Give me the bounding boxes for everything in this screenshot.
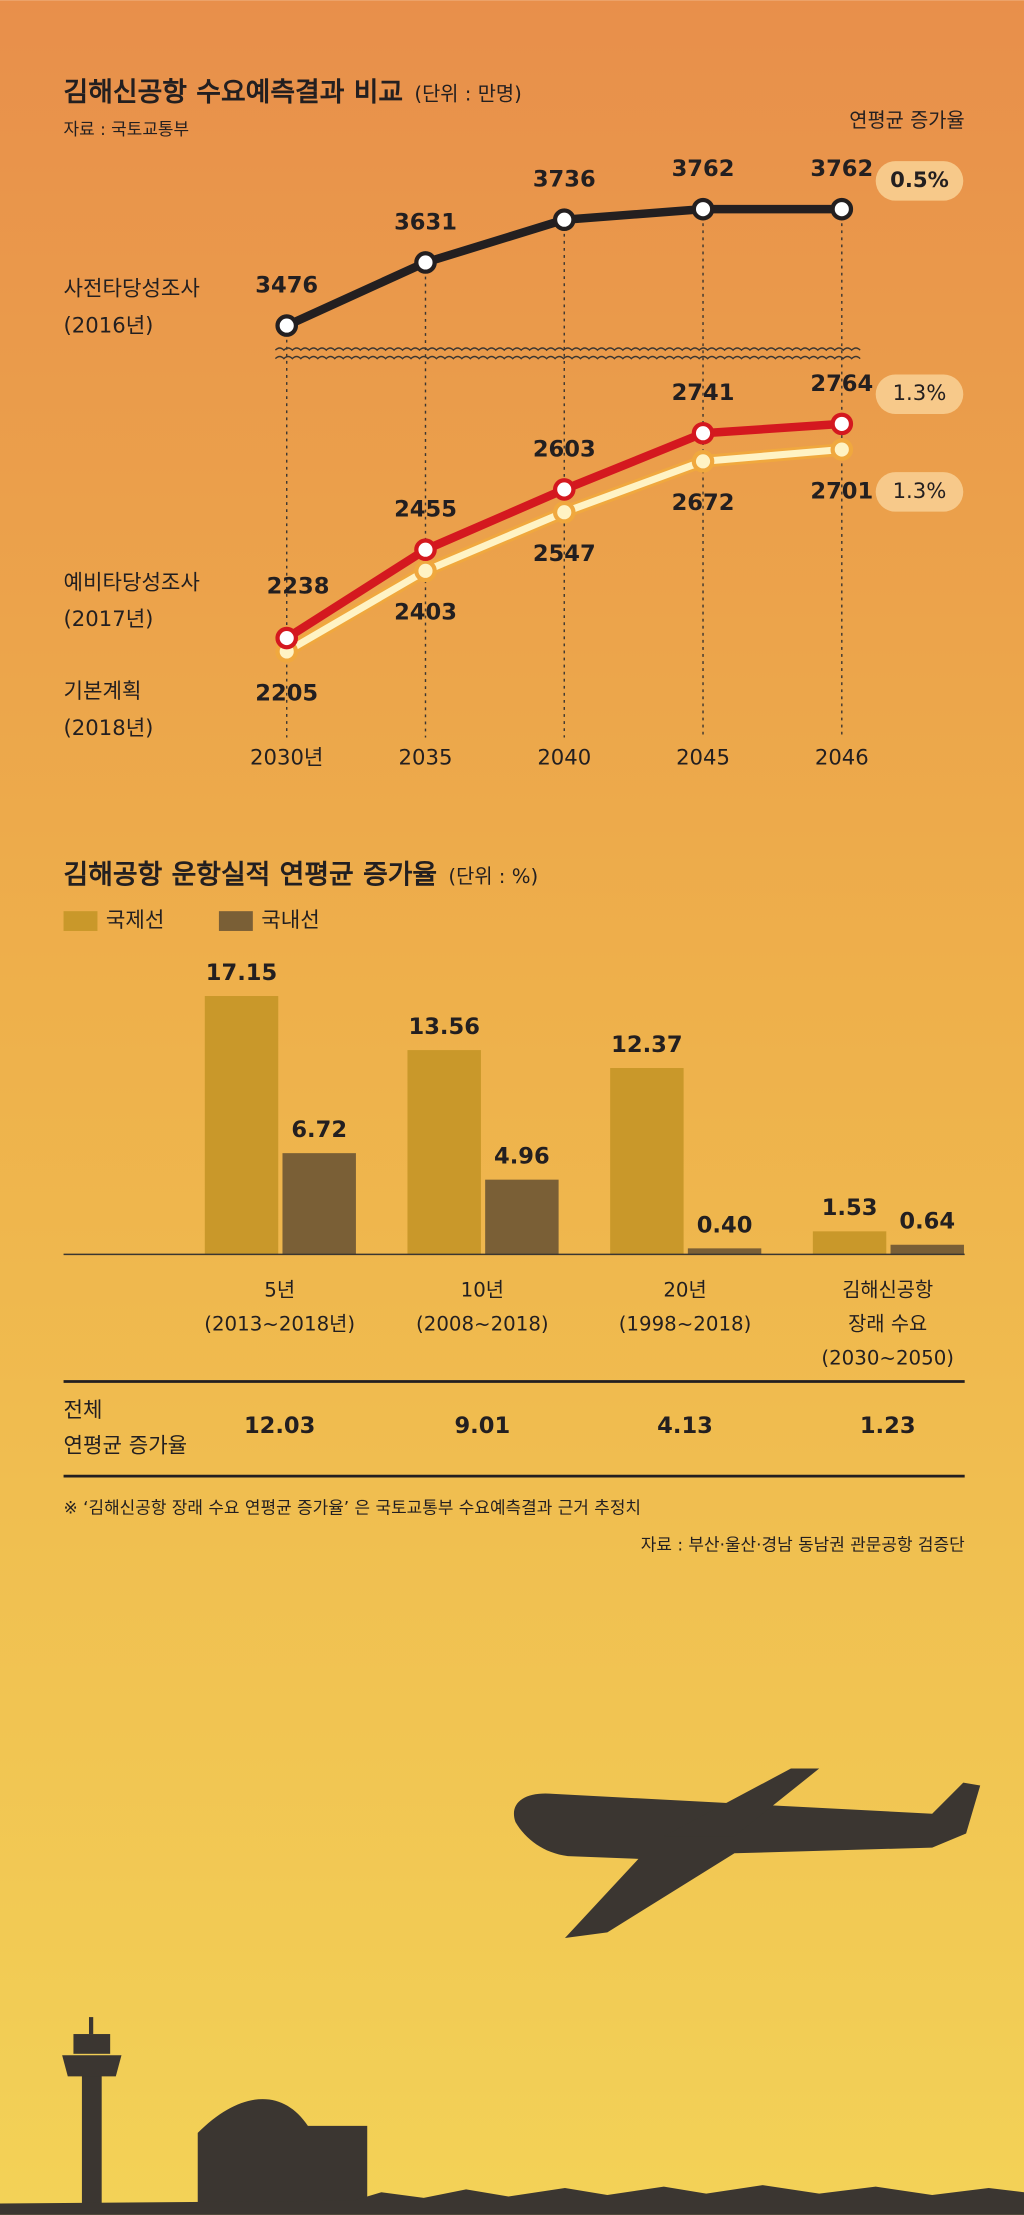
- value-label: 0.40: [697, 1212, 753, 1238]
- rate-header: 연평균 증가율: [849, 109, 964, 132]
- series-year: (2016년): [64, 312, 154, 337]
- chart-title: 김해신공항 수요예측결과 비교: [64, 77, 404, 108]
- series-year: (2018년): [64, 715, 154, 740]
- point: [552, 208, 576, 232]
- value-label: 2701: [810, 478, 873, 504]
- series-name: 기본계획: [64, 678, 142, 703]
- x-tick-label: 장래 수요: [848, 1313, 927, 1336]
- rate-badge: [875, 161, 964, 201]
- rate-badge: [875, 472, 964, 512]
- value-label: 12.37: [611, 1032, 682, 1058]
- x-tick-label: (1998~2018): [619, 1313, 752, 1336]
- point: [414, 538, 437, 561]
- value-label: 2205: [255, 680, 318, 706]
- legend-label: 국내선: [261, 907, 319, 932]
- rate-label: 0.5%: [890, 167, 949, 192]
- series-year: (2017년): [64, 606, 154, 631]
- x-tick-label: (2030~2050): [821, 1346, 954, 1369]
- point: [830, 438, 854, 461]
- total-value: 9.01: [454, 1413, 510, 1439]
- value-label: 6.72: [291, 1117, 347, 1143]
- point: [275, 314, 299, 337]
- x-tick-label: 김해신공항: [842, 1279, 933, 1302]
- total-label: 연평균 증가율: [64, 1432, 188, 1457]
- x-tick-label: 2046: [815, 745, 869, 770]
- point: [691, 450, 715, 473]
- value-label: 2238: [267, 574, 330, 600]
- x-tick-label: (2008~2018): [416, 1313, 549, 1336]
- source: 자료 : 국토교통부: [64, 119, 190, 139]
- source: 자료 : 부산·울산·경남 동남권 관문공항 검증단: [641, 1534, 965, 1554]
- value-label: 0.64: [899, 1209, 955, 1235]
- bar: [812, 1231, 887, 1255]
- point: [275, 626, 299, 650]
- bar: [610, 1068, 684, 1255]
- value-label: 3762: [672, 156, 735, 182]
- legend-label: 국제선: [106, 907, 164, 932]
- point: [552, 500, 576, 524]
- value-label: 2455: [394, 497, 457, 523]
- legend-swatch: [218, 911, 253, 931]
- x-tick-label: 2030년: [250, 745, 323, 770]
- x-tick-label: 2040: [537, 745, 591, 770]
- total-value: 1.23: [860, 1413, 916, 1439]
- value-label: 1.53: [822, 1195, 878, 1221]
- total-value: 12.03: [244, 1413, 315, 1439]
- bar: [407, 1050, 481, 1255]
- x-tick-label: (2013~2018년): [204, 1313, 355, 1336]
- value-label: 2741: [672, 380, 735, 406]
- rate-badge: [875, 374, 964, 414]
- value-label: 3736: [533, 167, 596, 193]
- axis-break: [274, 347, 861, 352]
- point: [830, 197, 854, 221]
- point: [414, 559, 437, 583]
- rate-label: 1.3%: [893, 380, 947, 405]
- value-label: 2603: [533, 436, 596, 462]
- series-name: 사전타당성조사: [64, 276, 200, 301]
- value-label: 2547: [533, 541, 596, 567]
- bar: [485, 1179, 559, 1255]
- rate-label: 1.3%: [893, 478, 947, 503]
- note: ※ ‘김해신공항 장래 수요 연평균 증가율’ 은 국토교통부 수요예측결과 근…: [64, 1498, 641, 1518]
- total-value: 4.13: [657, 1413, 713, 1439]
- series-name: 예비타당성조사: [64, 569, 200, 594]
- value-label: 2764: [810, 371, 873, 397]
- bar: [282, 1153, 356, 1255]
- value-label: 13.56: [408, 1014, 479, 1040]
- value-label: 3762: [810, 156, 873, 182]
- bar: [890, 1244, 964, 1255]
- value-label: 2672: [672, 490, 735, 516]
- point: [830, 412, 854, 436]
- unit-label: (단위 : %): [448, 865, 538, 888]
- total-label: 전체: [64, 1397, 103, 1422]
- value-label: 3631: [394, 209, 457, 235]
- point: [691, 421, 715, 445]
- legend-swatch: [63, 911, 98, 931]
- value-label: 3476: [255, 273, 318, 299]
- x-tick-label: 20년: [663, 1279, 706, 1302]
- value-label: 2403: [394, 600, 457, 626]
- bar: [204, 996, 279, 1255]
- unit-label: (단위 : 만명): [414, 82, 521, 105]
- value-label: 4.96: [494, 1144, 550, 1170]
- silhouette: [0, 1768, 1024, 2215]
- x-tick-label: 2035: [399, 745, 453, 770]
- x-tick-label: 10년: [461, 1279, 504, 1302]
- bar: [687, 1248, 762, 1255]
- value-label: 17.15: [206, 960, 277, 986]
- x-tick-label: 2045: [676, 745, 730, 770]
- point: [691, 197, 715, 221]
- x-tick-label: 5년: [264, 1279, 295, 1302]
- chart-title: 김해공항 운항실적 연평균 증가율: [64, 859, 438, 890]
- point: [552, 478, 576, 501]
- axis-break: [274, 355, 861, 360]
- point: [414, 251, 437, 274]
